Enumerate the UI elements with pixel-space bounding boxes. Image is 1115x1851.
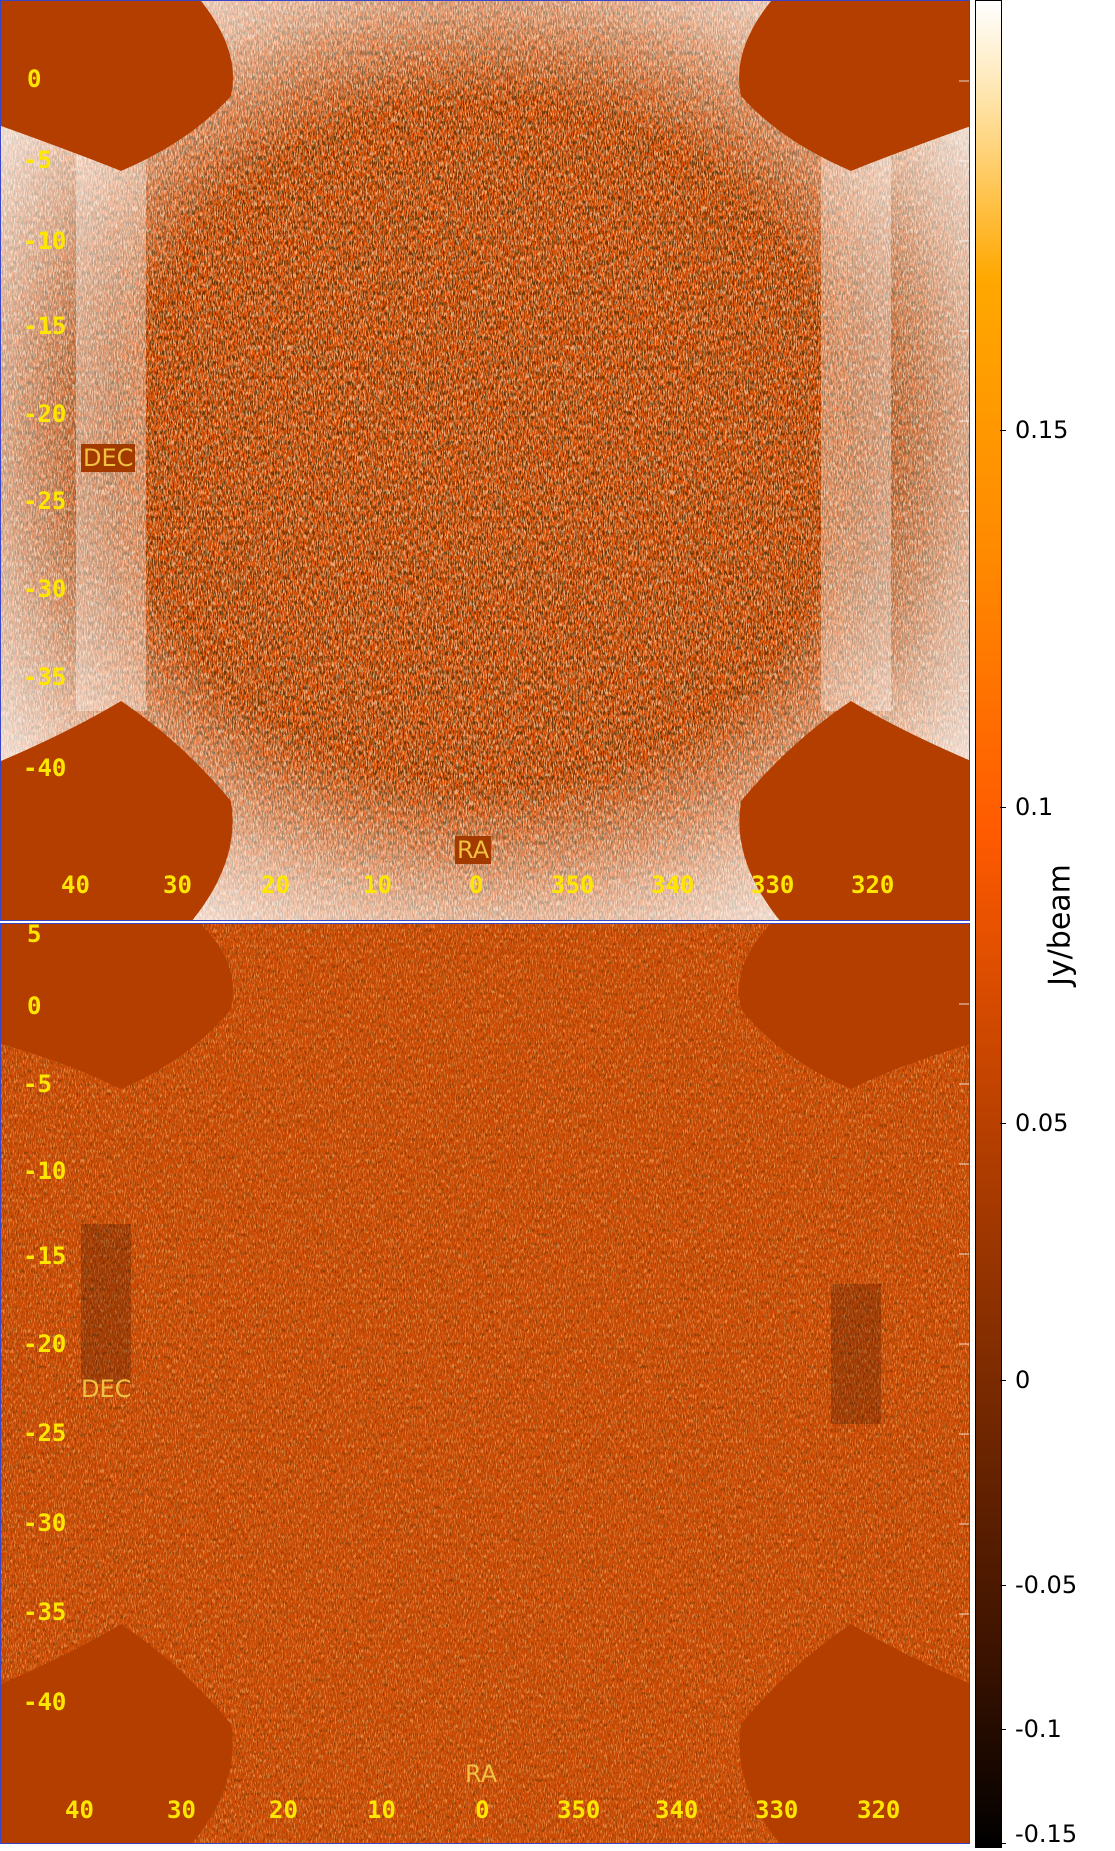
ra-tick-label: 0 [469, 871, 484, 899]
dec-tick-label: -20 [23, 1330, 67, 1358]
colorbar-tick [1000, 1729, 1006, 1730]
ra-tick-label: 350 [551, 871, 595, 899]
colorbar-tick-label: 0.05 [1015, 1109, 1069, 1137]
ra-tick-label: 20 [261, 871, 290, 899]
colorbar-tick-label: -0.05 [1015, 1571, 1078, 1599]
dec-tick-label: 5 [27, 923, 42, 948]
ra-tick-label: 20 [269, 1796, 298, 1824]
colorbar-tick [1000, 1843, 1006, 1844]
dec-tick-label: 0 [27, 992, 42, 1020]
ra-tick-label: 30 [167, 1796, 196, 1824]
dec-tick-label: -25 [23, 487, 67, 515]
dec-tick-label: -25 [23, 1419, 67, 1447]
colorbar-tick [1000, 430, 1006, 431]
dec-tick-label: -10 [23, 227, 67, 255]
colorbar-tick-label: -0.15 [1015, 1820, 1078, 1848]
colorbar-tick-label: 0.1 [1015, 793, 1054, 821]
colorbar-tick [1000, 807, 1006, 808]
ra-tick-label: 10 [363, 871, 392, 899]
ra-tick-label: 340 [651, 871, 695, 899]
colorbar-title: Jy/beam [1042, 864, 1078, 986]
dec-tick-label: -15 [23, 312, 67, 340]
ra-tick-label: 340 [655, 1796, 699, 1824]
sky-image-top [1, 1, 969, 920]
ra-tick-label: 40 [65, 1796, 94, 1824]
dec-tick-label: -30 [23, 575, 67, 603]
ra-tick-label: 40 [61, 871, 90, 899]
colorbar-tick [1000, 1123, 1006, 1124]
sky-image-bottom [1, 924, 969, 1843]
ra-axis-label: RA [465, 1760, 498, 1788]
colorbar-tick-label: 0 [1015, 1366, 1031, 1394]
dec-tick-label: -5 [23, 1070, 52, 1098]
ra-tick-label: 30 [163, 871, 192, 899]
dec-tick-label: -35 [23, 1598, 67, 1626]
colorbar [975, 0, 1002, 1848]
dec-tick-label: -15 [23, 1242, 67, 1270]
dec-tick-label: -30 [23, 1509, 67, 1537]
ra-tick-label: 0 [475, 1796, 490, 1824]
dec-tick-label: -10 [23, 1157, 67, 1185]
dec-tick-label: -5 [23, 146, 52, 174]
dec-axis-label: DEC [81, 1375, 132, 1403]
ra-tick-label: 320 [851, 871, 895, 899]
dec-tick-label: -40 [23, 754, 67, 782]
ra-tick-label: 330 [751, 871, 795, 899]
sky-image-bottom-panel: 5 0 -5 -10 -15 -20 -25 -30 -35 -40 40 30… [0, 923, 970, 1844]
dec-tick-label: -40 [23, 1688, 67, 1716]
colorbar-tick-label: 0.15 [1015, 416, 1069, 444]
colorbar-tick-label: -0.1 [1015, 1715, 1062, 1743]
dec-axis-label: DEC [81, 444, 136, 472]
dec-tick-label: -20 [23, 400, 67, 428]
colorbar-tick [1000, 1585, 1006, 1586]
ra-tick-label: 330 [755, 1796, 799, 1824]
ra-tick-label: 320 [857, 1796, 901, 1824]
sky-image-top-panel: 0 -5 -10 -15 -20 -25 -30 -35 -40 40 30 2… [0, 0, 970, 921]
colorbar-tick [1000, 1380, 1006, 1381]
ra-axis-label: RA [455, 836, 492, 864]
ra-tick-label: 350 [557, 1796, 601, 1824]
dec-tick-label: 0 [27, 65, 42, 93]
dec-tick-label: -35 [23, 663, 67, 691]
ra-tick-label: 10 [367, 1796, 396, 1824]
